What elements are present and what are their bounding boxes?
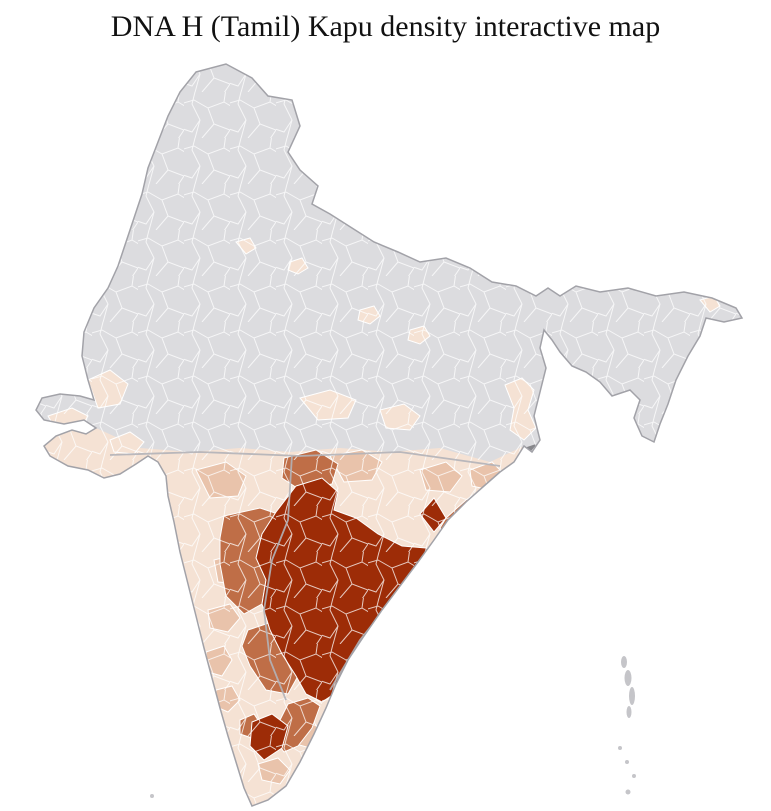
map-title: DNA H (Tamil) Kapu density interactive m… [110,10,661,43]
india-landmass[interactable] [36,64,742,806]
andaman-islands[interactable] [618,656,636,795]
lakshadweep-island[interactable] [150,794,154,798]
